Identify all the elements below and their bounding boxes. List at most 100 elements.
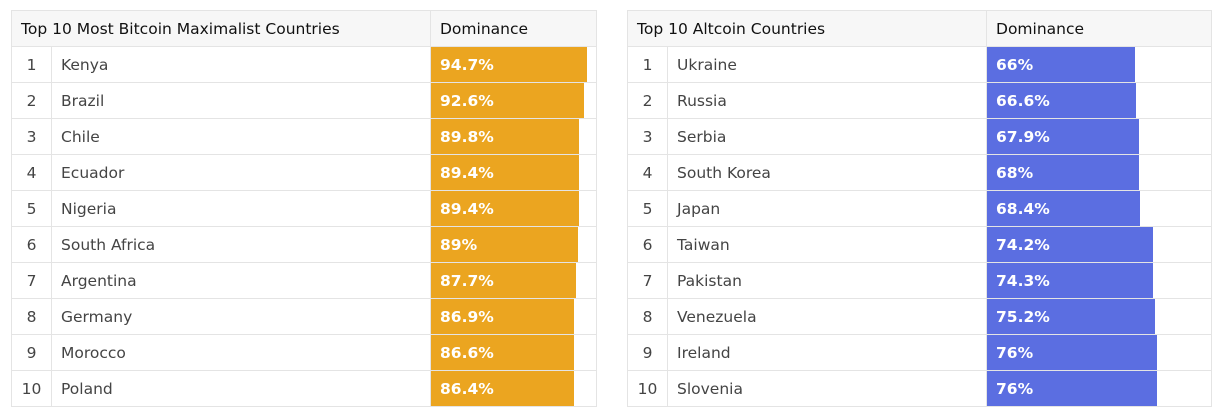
- dominance-label: 75.2%: [996, 307, 1050, 326]
- rank-cell: 2: [11, 82, 52, 119]
- dominance-bar: 75.2%: [987, 299, 1156, 334]
- country-cell: Russia: [666, 82, 988, 119]
- rank-cell: 8: [11, 298, 52, 335]
- country-cell: Morocco: [51, 334, 431, 371]
- dominance-bar: 74.3%: [987, 263, 1154, 298]
- country-cell: Ireland: [666, 334, 988, 371]
- dominance-cell: 74.3%: [986, 262, 1213, 299]
- dominance-cell: 89%: [430, 226, 597, 263]
- dominance-label: 89.4%: [440, 199, 494, 218]
- country-cell: Brazil: [51, 82, 431, 119]
- dominance-cell: 94.7%: [430, 46, 597, 83]
- table-row: 4 Ecuador 89.4%: [11, 154, 597, 191]
- dominance-bar: 87.7%: [431, 263, 576, 298]
- dominance-label: 89.8%: [440, 127, 494, 146]
- country-cell: Ecuador: [51, 154, 431, 191]
- dominance-label: 89%: [440, 235, 478, 254]
- rank-cell: 7: [11, 262, 52, 299]
- dominance-header: Dominance: [430, 10, 597, 47]
- rank-cell: 1: [11, 46, 52, 83]
- dominance-cell: 76%: [986, 334, 1213, 371]
- table-row: 9 Morocco 86.6%: [11, 334, 597, 371]
- country-cell: South Korea: [666, 154, 988, 191]
- table-row: 8 Germany 86.9%: [11, 298, 597, 335]
- dominance-cell: 76%: [986, 370, 1213, 407]
- country-cell: Slovenia: [666, 370, 988, 407]
- dominance-cell: 66.6%: [986, 82, 1213, 119]
- country-cell: Japan: [666, 190, 988, 227]
- dominance-bar: 76%: [987, 371, 1158, 406]
- dominance-bar: 92.6%: [431, 83, 584, 118]
- dominance-label: 74.3%: [996, 271, 1050, 290]
- rank-cell: 7: [627, 262, 668, 299]
- dominance-bar: 68.4%: [987, 191, 1141, 226]
- table-row: 10 Poland 86.4%: [11, 370, 597, 407]
- country-cell: Serbia: [666, 118, 988, 155]
- table-row: 2 Brazil 92.6%: [11, 82, 597, 119]
- dominance-cell: 74.2%: [986, 226, 1213, 263]
- dominance-header: Dominance: [986, 10, 1213, 47]
- dominance-label: 76%: [996, 343, 1034, 362]
- dominance-bar: 74.2%: [987, 227, 1154, 262]
- dominance-bar: 89.4%: [431, 191, 579, 226]
- dominance-label: 92.6%: [440, 91, 494, 110]
- dominance-bar: 86.6%: [431, 335, 574, 370]
- dominance-bar: 94.7%: [431, 47, 588, 82]
- rank-cell: 10: [627, 370, 668, 407]
- country-cell: Pakistan: [666, 262, 988, 299]
- dominance-cell: 92.6%: [430, 82, 597, 119]
- bitcoin-table-title-header: Top 10 Most Bitcoin Maximalist Countries: [11, 10, 431, 47]
- dominance-label: 66%: [996, 55, 1034, 74]
- dominance-bar: 89.8%: [431, 119, 580, 154]
- table-row: 3 Chile 89.8%: [11, 118, 597, 155]
- dominance-label: 89.4%: [440, 163, 494, 182]
- table-row: 1 Ukraine 66%: [627, 46, 1213, 83]
- altcoin-countries-table: Top 10 Altcoin Countries Dominance 1 Ukra…: [626, 10, 1213, 407]
- dominance-label: 68%: [996, 163, 1034, 182]
- dominance-bar: 66%: [987, 47, 1135, 82]
- table-row: 5 Nigeria 89.4%: [11, 190, 597, 227]
- dominance-label: 66.6%: [996, 91, 1050, 110]
- country-cell: Poland: [51, 370, 431, 407]
- dominance-cell: 89.8%: [430, 118, 597, 155]
- dominance-label: 86.9%: [440, 307, 494, 326]
- table-row: 10 Slovenia 76%: [627, 370, 1213, 407]
- table-row: 6 South Africa 89%: [11, 226, 597, 263]
- dominance-bar: 68%: [987, 155, 1140, 190]
- table-row: 8 Venezuela 75.2%: [627, 298, 1213, 335]
- table-row: 3 Serbia 67.9%: [627, 118, 1213, 155]
- dominance-cell: 66%: [986, 46, 1213, 83]
- dominance-cell: 86.6%: [430, 334, 597, 371]
- country-cell: Taiwan: [666, 226, 988, 263]
- rank-cell: 2: [627, 82, 668, 119]
- dominance-cell: 86.4%: [430, 370, 597, 407]
- altcoin-table-title-header: Top 10 Altcoin Countries: [626, 10, 988, 47]
- dominance-label: 76%: [996, 379, 1034, 398]
- country-cell: Ukraine: [666, 46, 988, 83]
- rank-cell: 8: [627, 298, 668, 335]
- rank-cell: 9: [627, 334, 668, 371]
- rank-cell: 4: [11, 154, 52, 191]
- table-row: 5 Japan 68.4%: [627, 190, 1213, 227]
- dominance-cell: 75.2%: [986, 298, 1213, 335]
- dominance-bar: 66.6%: [987, 83, 1137, 118]
- bitcoin-table-body: 1 Kenya 94.7% 2 Brazil 92.6% 3 Chile 89.8% 4 Ecuad…: [11, 46, 597, 407]
- country-cell: South Africa: [51, 226, 431, 263]
- dominance-cell: 68%: [986, 154, 1213, 191]
- dominance-bar: 86.9%: [431, 299, 575, 334]
- dominance-label: 67.9%: [996, 127, 1050, 146]
- table-row: 7 Argentina 87.7%: [11, 262, 597, 299]
- dominance-cell: 87.7%: [430, 262, 597, 299]
- dominance-cell: 86.9%: [430, 298, 597, 335]
- rank-cell: 3: [627, 118, 668, 155]
- rank-cell: 6: [11, 226, 52, 263]
- dominance-bar: 89%: [431, 227, 578, 262]
- rank-cell: 6: [627, 226, 668, 263]
- table-row: 6 Taiwan 74.2%: [627, 226, 1213, 263]
- bitcoin-maximalist-table: Top 10 Most Bitcoin Maximalist Countries…: [11, 10, 597, 407]
- dominance-bar: 76%: [987, 335, 1158, 370]
- dominance-label: 74.2%: [996, 235, 1050, 254]
- rank-cell: 1: [627, 46, 668, 83]
- country-cell: Argentina: [51, 262, 431, 299]
- dominance-cell: 89.4%: [430, 190, 597, 227]
